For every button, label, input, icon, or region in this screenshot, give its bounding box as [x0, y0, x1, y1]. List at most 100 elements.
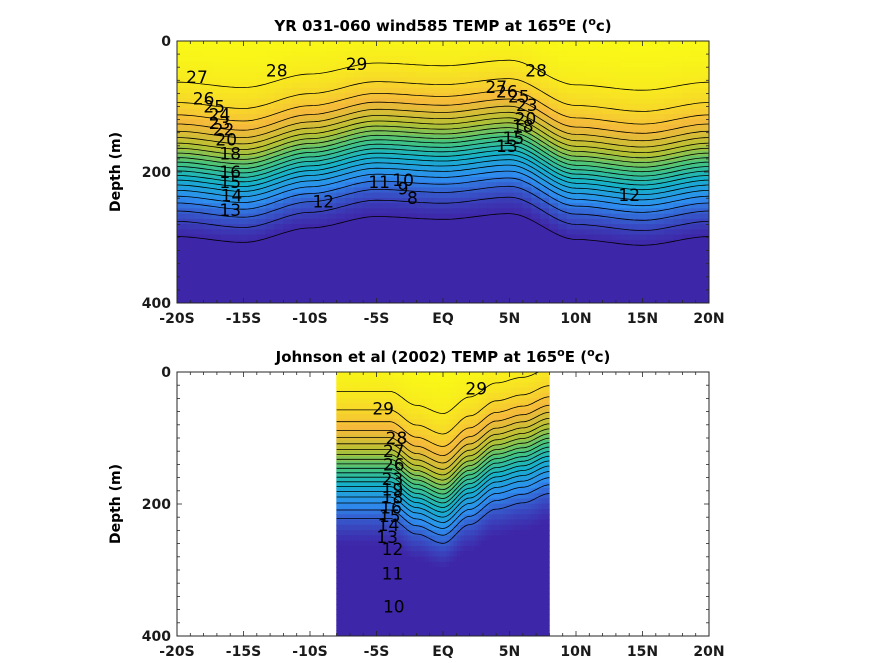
- field-cell: [385, 625, 391, 632]
- field-cell: [428, 408, 433, 415]
- field-cell: [435, 593, 440, 600]
- field-cell: [371, 93, 382, 99]
- field-cell: [361, 519, 366, 526]
- field-cell: [424, 72, 435, 78]
- field-cell: [229, 124, 240, 131]
- field-cell: [185, 250, 196, 257]
- field-cell: [380, 239, 391, 246]
- field-cell: [407, 582, 412, 589]
- field-cell: [453, 545, 458, 552]
- field-cell: [410, 440, 415, 447]
- field-cell: [185, 77, 196, 84]
- field-cell: [446, 419, 451, 426]
- field-cell: [549, 41, 559, 47]
- field-cell: [346, 419, 352, 426]
- field-cell: [274, 245, 284, 251]
- field-cell: [345, 98, 355, 105]
- field-cell: [396, 398, 401, 404]
- field-cell: [557, 66, 568, 73]
- field-cell: [602, 166, 612, 173]
- field-cell: [203, 292, 213, 299]
- field-cell: [346, 556, 352, 563]
- field-cell: [407, 171, 417, 178]
- field-cell: [274, 135, 284, 141]
- field-cell: [487, 271, 497, 278]
- field-cell: [416, 114, 426, 120]
- field-cell: [354, 582, 359, 589]
- field-cell: [620, 114, 630, 120]
- field-cell: [194, 229, 204, 236]
- field-cell: [424, 609, 430, 616]
- field-cell: [247, 250, 258, 257]
- field-cell: [414, 593, 419, 600]
- field-cell: [283, 197, 293, 204]
- field-cell: [346, 382, 352, 389]
- field-cell: [229, 66, 240, 73]
- field-cell: [300, 213, 311, 220]
- field-cell: [350, 519, 355, 526]
- field-cell: [424, 582, 430, 589]
- field-cell: [362, 155, 373, 162]
- field-cell: [346, 392, 352, 399]
- field-cell: [513, 250, 524, 257]
- field-cell: [380, 129, 391, 136]
- field-cell: [354, 192, 364, 199]
- field-cell: [212, 187, 222, 194]
- field-cell: [439, 466, 444, 473]
- field-cell: [673, 286, 683, 293]
- field-cell: [682, 124, 692, 131]
- field-cell: [495, 41, 506, 47]
- field-cell: [487, 255, 497, 262]
- field-cell: [354, 567, 359, 573]
- field-cell: [414, 530, 419, 536]
- field-cell: [385, 382, 391, 389]
- field-cell: [385, 466, 391, 473]
- field-cell: [385, 630, 391, 636]
- field-cell: [428, 598, 433, 605]
- field-cell: [362, 176, 373, 183]
- field-cell: [212, 218, 222, 225]
- field-cell: [345, 192, 355, 199]
- field-cell: [655, 140, 665, 147]
- field-cell: [421, 445, 426, 452]
- field-cell: [327, 239, 337, 246]
- field-cell: [336, 292, 346, 299]
- field-cell: [274, 61, 284, 68]
- field-cell: [453, 466, 458, 473]
- field-cell: [318, 93, 329, 99]
- field-cell: [336, 604, 341, 610]
- field-cell: [655, 234, 665, 241]
- contour-line: [177, 159, 709, 196]
- field-cell: [403, 535, 408, 542]
- field-cell: [446, 572, 451, 579]
- field-cell: [398, 176, 408, 183]
- field-cell: [407, 614, 412, 621]
- field-cell: [442, 72, 453, 78]
- field-cell: [446, 477, 451, 484]
- field-cell: [350, 429, 355, 436]
- contour-line: [177, 154, 709, 191]
- field-cell: [354, 276, 364, 283]
- field-cell: [400, 572, 405, 579]
- field-cell: [646, 203, 657, 209]
- field-cell: [238, 176, 249, 183]
- field-cell: [221, 77, 231, 84]
- field-cell: [449, 609, 454, 616]
- field-cell: [442, 498, 447, 505]
- field-cell: [428, 519, 433, 526]
- field-cell: [453, 551, 458, 558]
- field-cell: [361, 477, 366, 484]
- field-cell: [424, 218, 435, 225]
- field-cell: [265, 281, 275, 288]
- field-cell: [327, 140, 337, 147]
- field-cell: [380, 135, 391, 141]
- field-cell: [584, 292, 595, 299]
- field-cell: [382, 614, 387, 621]
- field-cell: [393, 413, 398, 420]
- field-cell: [421, 440, 426, 447]
- field-cell: [389, 271, 399, 278]
- field-cell: [584, 72, 595, 78]
- field-cell: [637, 245, 648, 251]
- field-cell: [378, 372, 384, 378]
